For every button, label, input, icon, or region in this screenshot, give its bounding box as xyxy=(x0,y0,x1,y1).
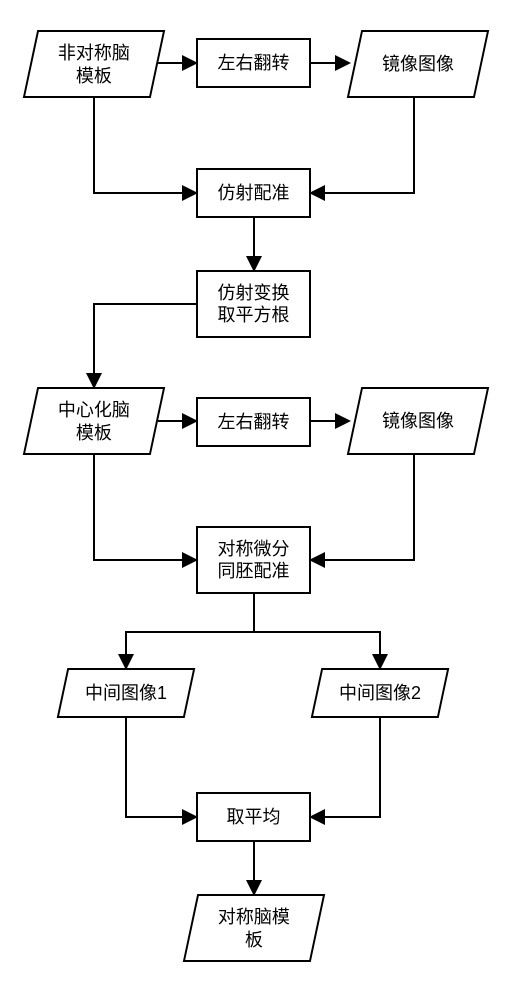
node-label: 左右翻转 xyxy=(218,411,290,434)
edge-13 xyxy=(126,718,196,817)
node-label: 取平均 xyxy=(227,806,281,829)
node-n3: 镜像图像 xyxy=(347,30,489,98)
node-n5: 仿射变换取平方根 xyxy=(196,270,311,338)
node-label: 中心化脑模板 xyxy=(58,399,130,444)
node-label: 非对称脑模板 xyxy=(58,42,130,87)
node-n4: 仿射配准 xyxy=(196,168,311,218)
edge-8 xyxy=(94,455,196,560)
node-label: 镜像图像 xyxy=(382,410,454,433)
edge-5 xyxy=(94,304,196,387)
edge-2 xyxy=(94,98,196,193)
node-label: 对称微分同胚配准 xyxy=(218,538,290,583)
node-n9: 对称微分同胚配准 xyxy=(196,526,311,594)
node-label: 对称脑模板 xyxy=(218,906,290,951)
node-n1: 非对称脑模板 xyxy=(23,30,165,98)
node-n11: 中间图像2 xyxy=(311,668,450,718)
node-label: 中间图像2 xyxy=(339,682,421,705)
node-n8: 镜像图像 xyxy=(347,387,489,455)
node-label: 镜像图像 xyxy=(382,53,454,76)
node-label: 中间图像1 xyxy=(85,682,167,705)
node-label: 仿射配准 xyxy=(218,182,290,205)
node-label: 左右翻转 xyxy=(218,52,290,75)
edge-3 xyxy=(311,98,414,193)
edge-11 xyxy=(126,632,254,668)
node-n6: 中心化脑模板 xyxy=(23,387,165,455)
node-n10: 中间图像1 xyxy=(57,668,196,718)
flowchart-arrows xyxy=(0,0,509,1000)
edge-9 xyxy=(311,455,414,560)
node-n2: 左右翻转 xyxy=(196,38,311,88)
node-label: 仿射变换取平方根 xyxy=(218,282,290,327)
edge-12 xyxy=(254,632,380,668)
node-n7: 左右翻转 xyxy=(196,397,311,447)
node-n12: 取平均 xyxy=(196,792,311,842)
node-n13: 对称脑模板 xyxy=(183,894,325,962)
edge-14 xyxy=(311,718,380,817)
